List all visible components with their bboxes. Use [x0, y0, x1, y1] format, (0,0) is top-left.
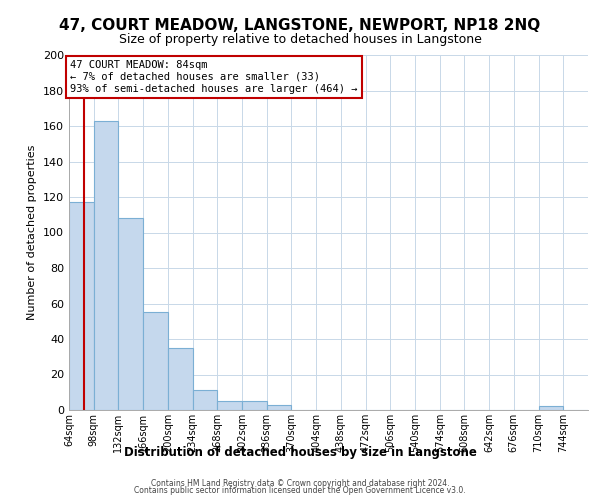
Y-axis label: Number of detached properties: Number of detached properties [28, 145, 37, 320]
Bar [118, 218, 143, 410]
Text: Contains HM Land Registry data © Crown copyright and database right 2024.: Contains HM Land Registry data © Crown c… [151, 478, 449, 488]
Text: Contains public sector information licensed under the Open Government Licence v3: Contains public sector information licen… [134, 486, 466, 495]
Bar [193, 390, 217, 410]
Text: Distribution of detached houses by size in Langstone: Distribution of detached houses by size … [124, 446, 476, 459]
Text: 47, COURT MEADOW, LANGSTONE, NEWPORT, NP18 2NQ: 47, COURT MEADOW, LANGSTONE, NEWPORT, NP… [59, 18, 541, 32]
Bar [143, 312, 168, 410]
Bar [217, 401, 242, 410]
Text: Size of property relative to detached houses in Langstone: Size of property relative to detached ho… [119, 32, 481, 46]
Bar [539, 406, 563, 410]
Bar [94, 120, 118, 410]
Bar [69, 202, 94, 410]
Bar [242, 401, 267, 410]
Bar [168, 348, 193, 410]
Text: 47 COURT MEADOW: 84sqm
← 7% of detached houses are smaller (33)
93% of semi-deta: 47 COURT MEADOW: 84sqm ← 7% of detached … [70, 60, 358, 94]
Bar [267, 404, 292, 410]
